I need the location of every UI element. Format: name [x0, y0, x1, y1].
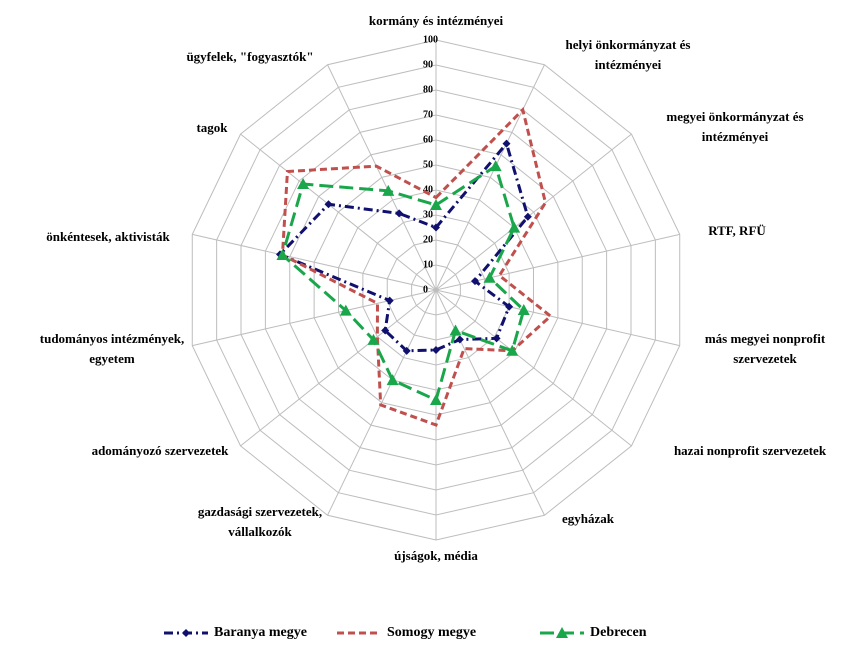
spoke — [435, 133, 632, 291]
spoke — [435, 289, 632, 447]
marker — [432, 346, 440, 354]
marker — [492, 334, 501, 343]
legend-label: Baranya megye — [214, 625, 307, 640]
marker — [381, 326, 390, 335]
category-label: megyei önkormányzat és — [666, 109, 803, 124]
tick-label: 20 — [423, 234, 433, 245]
marker — [506, 344, 519, 356]
category-label: tudományos intézmények, — [40, 331, 184, 346]
category-label: RTF, RFÜ — [708, 223, 766, 238]
marker — [489, 160, 502, 172]
category-label: tagok — [196, 120, 228, 135]
marker — [386, 374, 399, 386]
spoke — [327, 289, 437, 516]
spoke — [192, 289, 437, 347]
tick-label: 50 — [423, 159, 433, 170]
category-label: intézményei — [702, 129, 769, 144]
series-line — [277, 140, 530, 353]
marker — [502, 139, 511, 148]
marker — [483, 271, 496, 283]
spoke — [240, 133, 437, 291]
tick-label: 90 — [423, 59, 433, 70]
marker — [508, 221, 521, 233]
spoke — [192, 233, 437, 291]
spoke — [240, 289, 437, 447]
tick-label: 30 — [423, 209, 433, 220]
tick-label: 70 — [423, 109, 433, 120]
series-line — [280, 106, 553, 427]
category-label: egyetem — [89, 351, 135, 366]
marker — [402, 346, 411, 355]
spoke — [327, 64, 437, 291]
marker — [367, 333, 380, 345]
spoke — [435, 289, 680, 347]
marker — [432, 223, 440, 232]
tick-label: 60 — [423, 134, 433, 145]
category-label: hazai nonprofit szervezetek — [674, 443, 827, 458]
tick-label: 80 — [423, 84, 433, 95]
category-label: más megyei nonprofit — [705, 331, 826, 346]
marker — [276, 248, 289, 260]
marker — [297, 178, 310, 190]
category-label: egyházak — [562, 511, 615, 526]
marker — [470, 277, 479, 286]
category-label: intézményei — [595, 57, 662, 72]
marker — [449, 324, 462, 336]
marker — [339, 304, 352, 316]
marker — [430, 394, 442, 405]
marker — [385, 296, 394, 305]
category-label: adományozó szervezetek — [92, 443, 230, 458]
marker — [324, 200, 333, 209]
legend-label: Debrecen — [590, 625, 647, 640]
tick-label: 10 — [423, 259, 433, 270]
marker — [395, 209, 404, 218]
marker — [523, 212, 532, 221]
category-label: szervezetek — [733, 351, 797, 366]
tick-label: 100 — [423, 34, 438, 45]
marker — [382, 184, 395, 196]
tick-label: 0 — [423, 284, 428, 295]
marker — [505, 302, 514, 311]
legend-label: Somogy megye — [387, 625, 476, 640]
legend-marker — [556, 627, 568, 638]
category-label: újságok, média — [394, 548, 478, 563]
marker — [455, 335, 464, 344]
category-label: kormány és intézményei — [369, 13, 504, 28]
legend-marker — [182, 629, 190, 637]
spoke — [435, 64, 545, 291]
marker — [517, 304, 530, 316]
category-label: helyi önkormányzat és — [566, 37, 691, 52]
category-label: gazdasági szervezetek, — [198, 504, 322, 519]
category-label: önkéntesek, aktivisták — [46, 229, 170, 244]
marker — [430, 199, 442, 210]
category-label: vállalkozók — [228, 524, 292, 539]
category-label: ügyfelek, "fogyasztók" — [186, 49, 313, 64]
series-line — [280, 163, 526, 403]
tick-label: 40 — [423, 184, 433, 195]
